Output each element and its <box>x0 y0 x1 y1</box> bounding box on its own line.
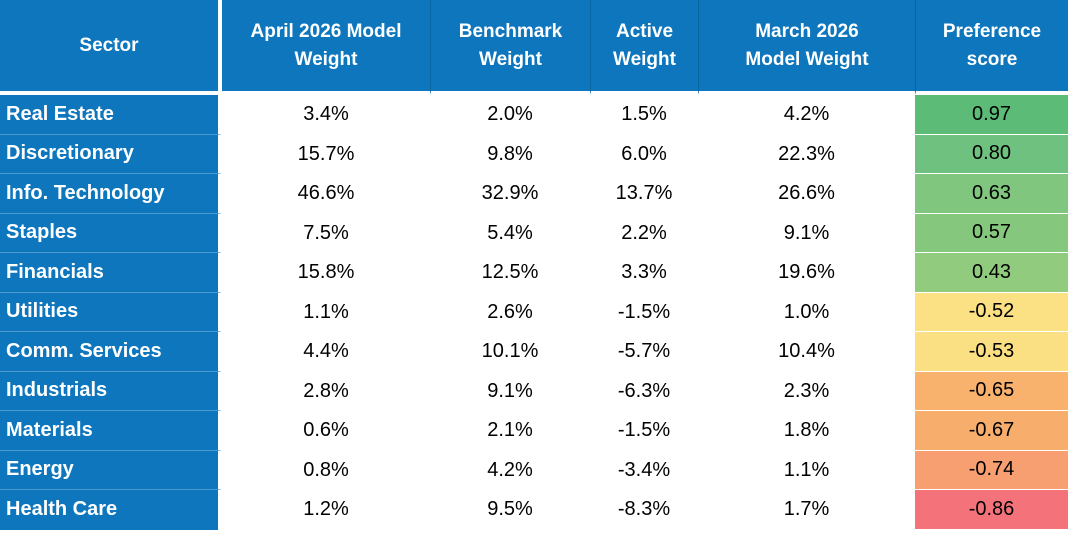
table-row: Financials 15.8% 12.5% 3.3% 19.6% 0.43 <box>0 253 1068 293</box>
sector-cell: Real Estate <box>0 95 222 135</box>
preference-score-cell: 0.43 <box>915 253 1068 293</box>
table-row: Real Estate 3.4% 2.0% 1.5% 4.2% 0.97 <box>0 95 1068 135</box>
april-2026-model-weight-cell: 1.1% <box>222 292 430 332</box>
table-row: Discretionary 15.7% 9.8% 6.0% 22.3% 0.80 <box>0 134 1068 174</box>
table-header: Sector April 2026 Model Weight Benchmark… <box>0 0 1068 95</box>
april-2026-model-weight-cell: 15.8% <box>222 253 430 293</box>
active-weight-cell: -6.3% <box>590 371 698 411</box>
active-weight-cell: -8.3% <box>590 490 698 530</box>
benchmark-weight-cell: 2.6% <box>430 292 590 332</box>
preference-score-cell: -0.74 <box>915 450 1068 490</box>
benchmark-weight-cell: 2.1% <box>430 411 590 451</box>
benchmark-weight-cell: 2.0% <box>430 95 590 135</box>
sector-cell: Comm. Services <box>0 332 222 372</box>
table-row: Health Care 1.2% 9.5% -8.3% 1.7% -0.86 <box>0 490 1068 530</box>
preference-score-cell: -0.53 <box>915 332 1068 372</box>
active-weight-cell: -5.7% <box>590 332 698 372</box>
march-2026-model-weight-cell: 22.3% <box>698 134 915 174</box>
sector-cell: Industrials <box>0 371 222 411</box>
table-body: Real Estate 3.4% 2.0% 1.5% 4.2% 0.97 Dis… <box>0 95 1068 530</box>
benchmark-weight-cell: 9.5% <box>430 490 590 530</box>
april-2026-model-weight-cell: 0.8% <box>222 450 430 490</box>
march-2026-model-weight-cell: 4.2% <box>698 95 915 135</box>
table-row: Energy 0.8% 4.2% -3.4% 1.1% -0.74 <box>0 450 1068 490</box>
header-row: Sector April 2026 Model Weight Benchmark… <box>0 0 1068 95</box>
benchmark-weight-cell: 4.2% <box>430 450 590 490</box>
april-2026-model-weight-cell: 15.7% <box>222 134 430 174</box>
april-2026-model-weight-cell: 4.4% <box>222 332 430 372</box>
april-2026-model-weight-cell: 1.2% <box>222 490 430 530</box>
active-weight-cell: 13.7% <box>590 174 698 214</box>
march-2026-model-weight-cell: 19.6% <box>698 253 915 293</box>
column-header-sector: Sector <box>0 0 222 95</box>
preference-score-cell: -0.86 <box>915 490 1068 530</box>
april-2026-model-weight-cell: 7.5% <box>222 213 430 253</box>
sector-weights-table: Sector April 2026 Model Weight Benchmark… <box>0 0 1068 530</box>
table-row: Materials 0.6% 2.1% -1.5% 1.8% -0.67 <box>0 411 1068 451</box>
preference-score-cell: 0.97 <box>915 95 1068 135</box>
table-row: Comm. Services 4.4% 10.1% -5.7% 10.4% -0… <box>0 332 1068 372</box>
active-weight-cell: 6.0% <box>590 134 698 174</box>
benchmark-weight-cell: 12.5% <box>430 253 590 293</box>
active-weight-cell: 1.5% <box>590 95 698 135</box>
april-2026-model-weight-cell: 3.4% <box>222 95 430 135</box>
sector-cell: Info. Technology <box>0 174 222 214</box>
benchmark-weight-cell: 9.8% <box>430 134 590 174</box>
column-header-active-weight: Active Weight <box>590 0 698 95</box>
march-2026-model-weight-cell: 2.3% <box>698 371 915 411</box>
column-header-benchmark-weight: Benchmark Weight <box>430 0 590 95</box>
april-2026-model-weight-cell: 0.6% <box>222 411 430 451</box>
column-header-april-2026-model-weight: April 2026 Model Weight <box>222 0 430 95</box>
table-row: Info. Technology 46.6% 32.9% 13.7% 26.6%… <box>0 174 1068 214</box>
preference-score-cell: -0.67 <box>915 411 1068 451</box>
benchmark-weight-cell: 9.1% <box>430 371 590 411</box>
preference-score-cell: 0.57 <box>915 213 1068 253</box>
sector-cell: Staples <box>0 213 222 253</box>
sector-cell: Health Care <box>0 490 222 530</box>
table-row: Staples 7.5% 5.4% 2.2% 9.1% 0.57 <box>0 213 1068 253</box>
benchmark-weight-cell: 5.4% <box>430 213 590 253</box>
sector-cell: Materials <box>0 411 222 451</box>
active-weight-cell: 3.3% <box>590 253 698 293</box>
benchmark-weight-cell: 32.9% <box>430 174 590 214</box>
march-2026-model-weight-cell: 10.4% <box>698 332 915 372</box>
preference-score-cell: 0.63 <box>915 174 1068 214</box>
sector-cell: Utilities <box>0 292 222 332</box>
table-row: Industrials 2.8% 9.1% -6.3% 2.3% -0.65 <box>0 371 1068 411</box>
march-2026-model-weight-cell: 1.0% <box>698 292 915 332</box>
march-2026-model-weight-cell: 1.8% <box>698 411 915 451</box>
preference-score-cell: 0.80 <box>915 134 1068 174</box>
active-weight-cell: -1.5% <box>590 411 698 451</box>
march-2026-model-weight-cell: 1.1% <box>698 450 915 490</box>
march-2026-model-weight-cell: 9.1% <box>698 213 915 253</box>
column-header-preference-score: Preference score <box>915 0 1068 95</box>
active-weight-cell: 2.2% <box>590 213 698 253</box>
march-2026-model-weight-cell: 26.6% <box>698 174 915 214</box>
column-header-march-2026-model-weight: March 2026 Model Weight <box>698 0 915 95</box>
sector-cell: Financials <box>0 253 222 293</box>
active-weight-cell: -1.5% <box>590 292 698 332</box>
preference-score-cell: -0.52 <box>915 292 1068 332</box>
benchmark-weight-cell: 10.1% <box>430 332 590 372</box>
sector-cell: Energy <box>0 450 222 490</box>
active-weight-cell: -3.4% <box>590 450 698 490</box>
preference-score-cell: -0.65 <box>915 371 1068 411</box>
sector-cell: Discretionary <box>0 134 222 174</box>
march-2026-model-weight-cell: 1.7% <box>698 490 915 530</box>
april-2026-model-weight-cell: 2.8% <box>222 371 430 411</box>
april-2026-model-weight-cell: 46.6% <box>222 174 430 214</box>
table-row: Utilities 1.1% 2.6% -1.5% 1.0% -0.52 <box>0 292 1068 332</box>
